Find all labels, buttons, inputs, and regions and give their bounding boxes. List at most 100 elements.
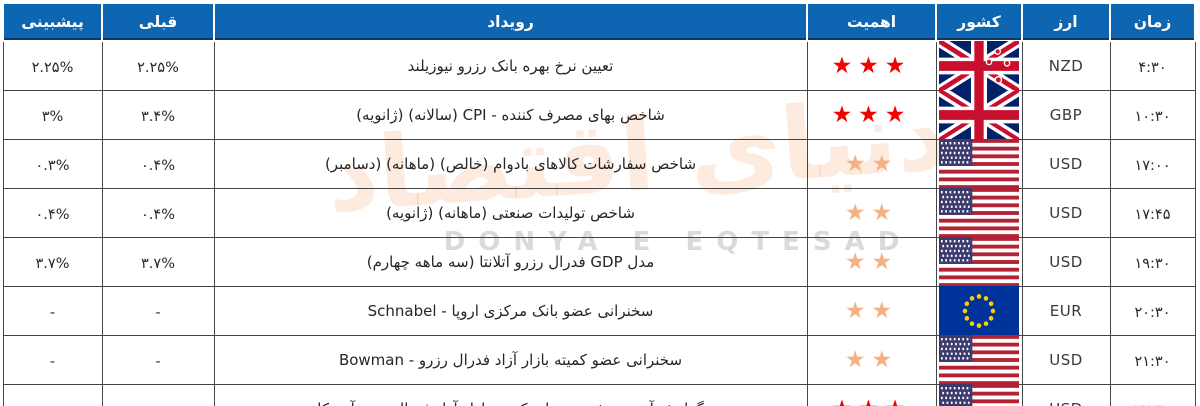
importance-cell: ★★ [806, 286, 937, 336]
previous-cell: ۳.۷% [101, 237, 215, 287]
importance-stars: ★★★ [831, 52, 912, 79]
country-cell [935, 139, 1023, 189]
currency-cell: GBP [1021, 90, 1111, 140]
currency-cell: USD [1021, 335, 1111, 385]
forecast-value: - [49, 304, 56, 321]
table-row: ۴:۳۰ NZD ★★★ تعیین نرخ بهره بانک رزرو نی… [2, 40, 1196, 91]
importance-cell: ★★★ [806, 90, 937, 140]
importance-cell: ★★ [806, 139, 937, 189]
table-row: ۱۷:۰۰ USD ★★ شاخص سفارشات کالاهای بادوام… [2, 139, 1196, 189]
table-row: ۱۷:۴۵ USD ★★ شاخص تولیدات صنعتی (ماهانه)… [2, 188, 1196, 238]
event-cell: شاخص سفارشات کالاهای بادوام (خالص) (ماها… [213, 139, 808, 189]
col-header-previous: قبلی [101, 2, 215, 42]
previous-value: - [155, 403, 160, 406]
forecast-cell: ۰.۳% [2, 139, 103, 189]
time-value: ۲۲:۳۰ [1134, 403, 1170, 406]
currency-cell: NZD [1021, 40, 1111, 91]
flag-us-icon [939, 188, 1019, 238]
event-cell: تعیین نرخ بهره بانک رزرو نیوزیلند [213, 40, 808, 91]
currency-cell: USD [1021, 237, 1111, 287]
previous-cell: - [101, 286, 215, 336]
event-cell: شاخص بهای مصرف کننده - CPI (سالانه) (ژان… [213, 90, 808, 140]
event-cell: گزارش آخرین نشست پولی کمیته بازار آزاد ف… [213, 384, 808, 406]
table-row: ۲۰:۳۰ EUR ★★ سخنرانی عضو بانک مرکزی اروپ… [2, 286, 1196, 336]
table-row: ۲۱:۳۰ USD ★★ سخنرانی عضو کمیته بازار آزا… [2, 335, 1196, 385]
forecast-value: - [50, 403, 55, 406]
previous-value: ۰.۴% [141, 206, 175, 223]
importance-stars: ★★★ [832, 397, 912, 406]
forecast-cell: ۰.۴% [2, 188, 103, 238]
previous-cell: ۰.۴% [101, 188, 215, 238]
importance-stars: ★★ [844, 346, 899, 373]
country-cell [935, 384, 1023, 406]
time-cell: ۱۰:۳۰ [1109, 90, 1196, 140]
country-cell [935, 237, 1023, 287]
flag-us-icon [939, 335, 1019, 385]
time-cell: ۱۷:۴۵ [1109, 188, 1196, 238]
time-value: ۲۱:۳۰ [1134, 353, 1171, 370]
table-row: ۱۹:۳۰ USD ★★ مدل GDP فدرال رزرو آتلانتا … [2, 237, 1196, 287]
forecast-value: ۰.۳% [35, 157, 70, 174]
forecast-value: - [49, 353, 56, 370]
previous-cell: - [101, 384, 215, 406]
forecast-cell: ۳% [2, 90, 103, 140]
forecast-cell: ۲.۲۵% [2, 40, 103, 91]
currency-cell: USD [1021, 139, 1111, 189]
importance-cell: ★★★ [806, 40, 937, 91]
importance-stars: ★★ [844, 248, 899, 275]
forecast-cell: - [2, 384, 103, 406]
forecast-cell: - [2, 286, 103, 336]
importance-cell: ★★ [806, 335, 937, 385]
time-cell: ۲۰:۳۰ [1109, 286, 1196, 336]
time-value: ۱۹:۳۰ [1134, 255, 1171, 272]
time-value: ۲۰:۳۰ [1134, 304, 1171, 321]
col-header-currency: ارز [1021, 2, 1111, 42]
importance-stars: ★★ [844, 150, 899, 177]
flag-eu-icon [939, 286, 1019, 336]
time-value: ۱۷:۰۰ [1134, 157, 1171, 174]
time-cell: ۱۷:۰۰ [1109, 139, 1196, 189]
flag-us-icon [939, 139, 1019, 189]
previous-cell: ۰.۴% [101, 139, 215, 189]
previous-value: - [155, 304, 161, 321]
col-header-importance: اهمیت [806, 2, 937, 42]
col-header-time: زمان [1109, 2, 1196, 42]
time-value: ۱۷:۴۵ [1134, 206, 1171, 223]
importance-cell: ★★ [806, 237, 937, 287]
forecast-cell: ۳.۷% [2, 237, 103, 287]
country-cell [935, 40, 1023, 91]
forecast-value: ۲.۲۵% [31, 59, 74, 76]
previous-value: ۳.۷% [141, 255, 175, 272]
previous-value: ۲.۲۵% [137, 59, 179, 76]
forecast-value: ۰.۴% [35, 206, 70, 223]
previous-cell: ۳.۴% [101, 90, 215, 140]
previous-value: ۳.۴% [141, 108, 175, 125]
table-row: ۱۰:۳۰ GBP ★★★ شاخص بهای مصرف کننده - CPI… [2, 90, 1196, 140]
col-header-event: رویداد [213, 2, 808, 42]
flag-gb-icon [939, 90, 1019, 140]
time-cell: ۲۲:۳۰ [1109, 384, 1196, 406]
country-cell [935, 286, 1023, 336]
forecast-value: ۳% [41, 108, 64, 125]
importance-stars: ★★ [844, 199, 899, 226]
event-cell: مدل GDP فدرال رزرو آتلانتا (سه ماهه چهار… [213, 237, 808, 287]
time-value: ۴:۳۰ [1138, 59, 1167, 76]
country-cell [935, 335, 1023, 385]
forecast-cell: - [2, 335, 103, 385]
table-header: زمان ارز کشور اهمیت رویداد قبلی پیشبینی [2, 2, 1196, 42]
importance-cell: ★★★ [806, 384, 937, 406]
previous-cell: - [101, 335, 215, 385]
country-cell [935, 90, 1023, 140]
event-cell: سخنرانی عضو بانک مرکزی اروپا - Schnabel [213, 286, 808, 336]
currency-cell: EUR [1021, 286, 1111, 336]
event-cell: شاخص تولیدات صنعتی (ماهانه) (ژانویه) [213, 188, 808, 238]
currency-cell: USD [1021, 188, 1111, 238]
time-cell: ۲۱:۳۰ [1109, 335, 1196, 385]
forecast-value: ۳.۷% [35, 255, 70, 272]
importance-cell: ★★ [806, 188, 937, 238]
time-value: ۱۰:۳۰ [1134, 108, 1171, 125]
col-header-country: کشور [935, 2, 1023, 42]
event-cell: سخنرانی عضو کمیته بازار آزاد فدرال رزرو … [213, 335, 808, 385]
